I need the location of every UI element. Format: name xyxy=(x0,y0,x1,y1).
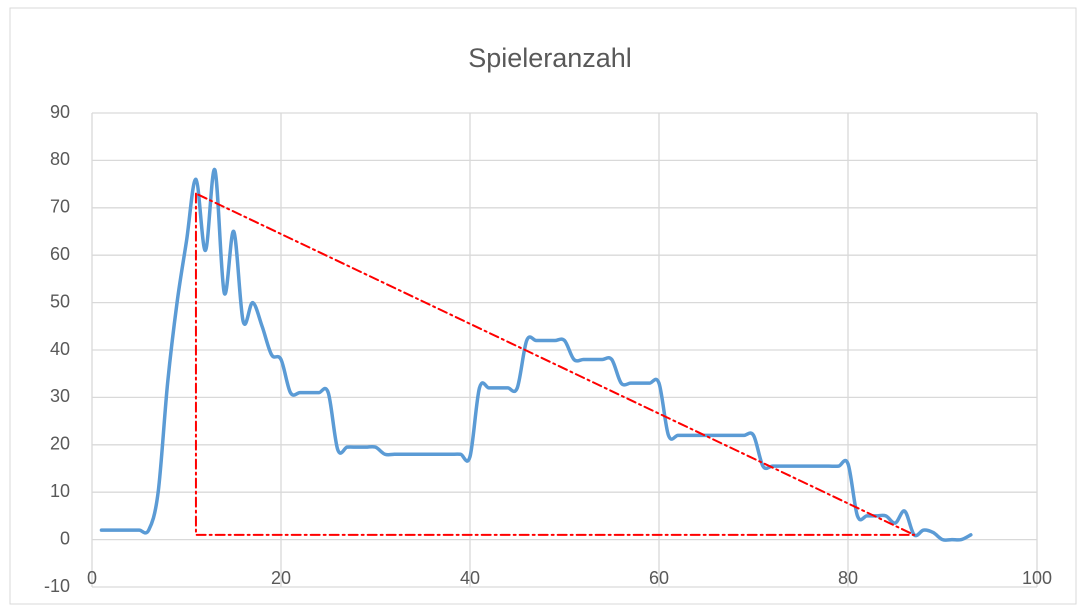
x-tick-label: 40 xyxy=(460,568,480,588)
y-tick-label: 90 xyxy=(50,102,70,122)
data-line xyxy=(99,168,973,542)
x-tick-label: 100 xyxy=(1022,568,1052,588)
dash-line xyxy=(194,192,916,536)
y-tick-label: 10 xyxy=(50,481,70,501)
y-tick-label: 70 xyxy=(50,197,70,217)
y-tick-label: 20 xyxy=(50,434,70,454)
y-tick-label: 30 xyxy=(50,386,70,406)
y-tick-label: -10 xyxy=(44,576,70,596)
y-tick-label: 80 xyxy=(50,149,70,169)
y-tick-label: 50 xyxy=(50,291,70,311)
x-tick-label: 0 xyxy=(87,568,97,588)
x-tick-label: 20 xyxy=(271,568,291,588)
chart-title: Spieleranzahl xyxy=(468,43,632,73)
y-tick-label: 40 xyxy=(50,339,70,359)
y-tick-label: 60 xyxy=(50,244,70,264)
x-tick-label: 80 xyxy=(838,568,858,588)
x-tick-label: 60 xyxy=(649,568,669,588)
chart-border xyxy=(9,7,1077,605)
y-tick-label: 0 xyxy=(60,528,70,548)
